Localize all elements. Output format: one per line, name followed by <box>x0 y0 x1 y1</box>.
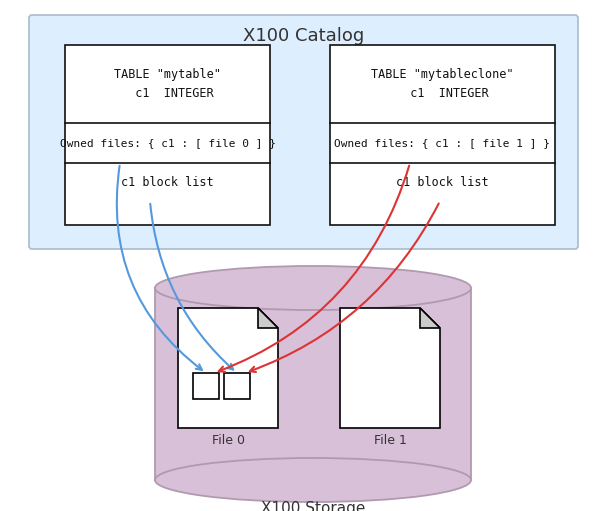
Text: File 0: File 0 <box>211 433 244 447</box>
Polygon shape <box>258 308 278 328</box>
Polygon shape <box>155 288 471 480</box>
Bar <box>193 373 219 399</box>
Polygon shape <box>420 308 440 328</box>
FancyBboxPatch shape <box>29 15 578 249</box>
Text: c1 block list: c1 block list <box>396 175 489 189</box>
Bar <box>224 373 250 399</box>
Bar <box>330 45 555 225</box>
Text: File 1: File 1 <box>373 433 407 447</box>
Text: TABLE "mytable"
  c1  INTEGER: TABLE "mytable" c1 INTEGER <box>114 68 221 100</box>
Text: c1 block list: c1 block list <box>121 175 214 189</box>
Ellipse shape <box>155 266 471 310</box>
Polygon shape <box>340 308 440 428</box>
Text: Owned files: { c1 : [ file 0 ] }: Owned files: { c1 : [ file 0 ] } <box>59 138 276 148</box>
Bar <box>65 45 270 225</box>
Text: X100 Storage: X100 Storage <box>261 500 365 511</box>
Text: Owned files: { c1 : [ file 1 ] }: Owned files: { c1 : [ file 1 ] } <box>335 138 550 148</box>
Ellipse shape <box>155 458 471 502</box>
Text: TABLE "mytableclone"
  c1  INTEGER: TABLE "mytableclone" c1 INTEGER <box>371 68 514 100</box>
Text: X100 Catalog: X100 Catalog <box>243 27 364 45</box>
Polygon shape <box>178 308 278 428</box>
